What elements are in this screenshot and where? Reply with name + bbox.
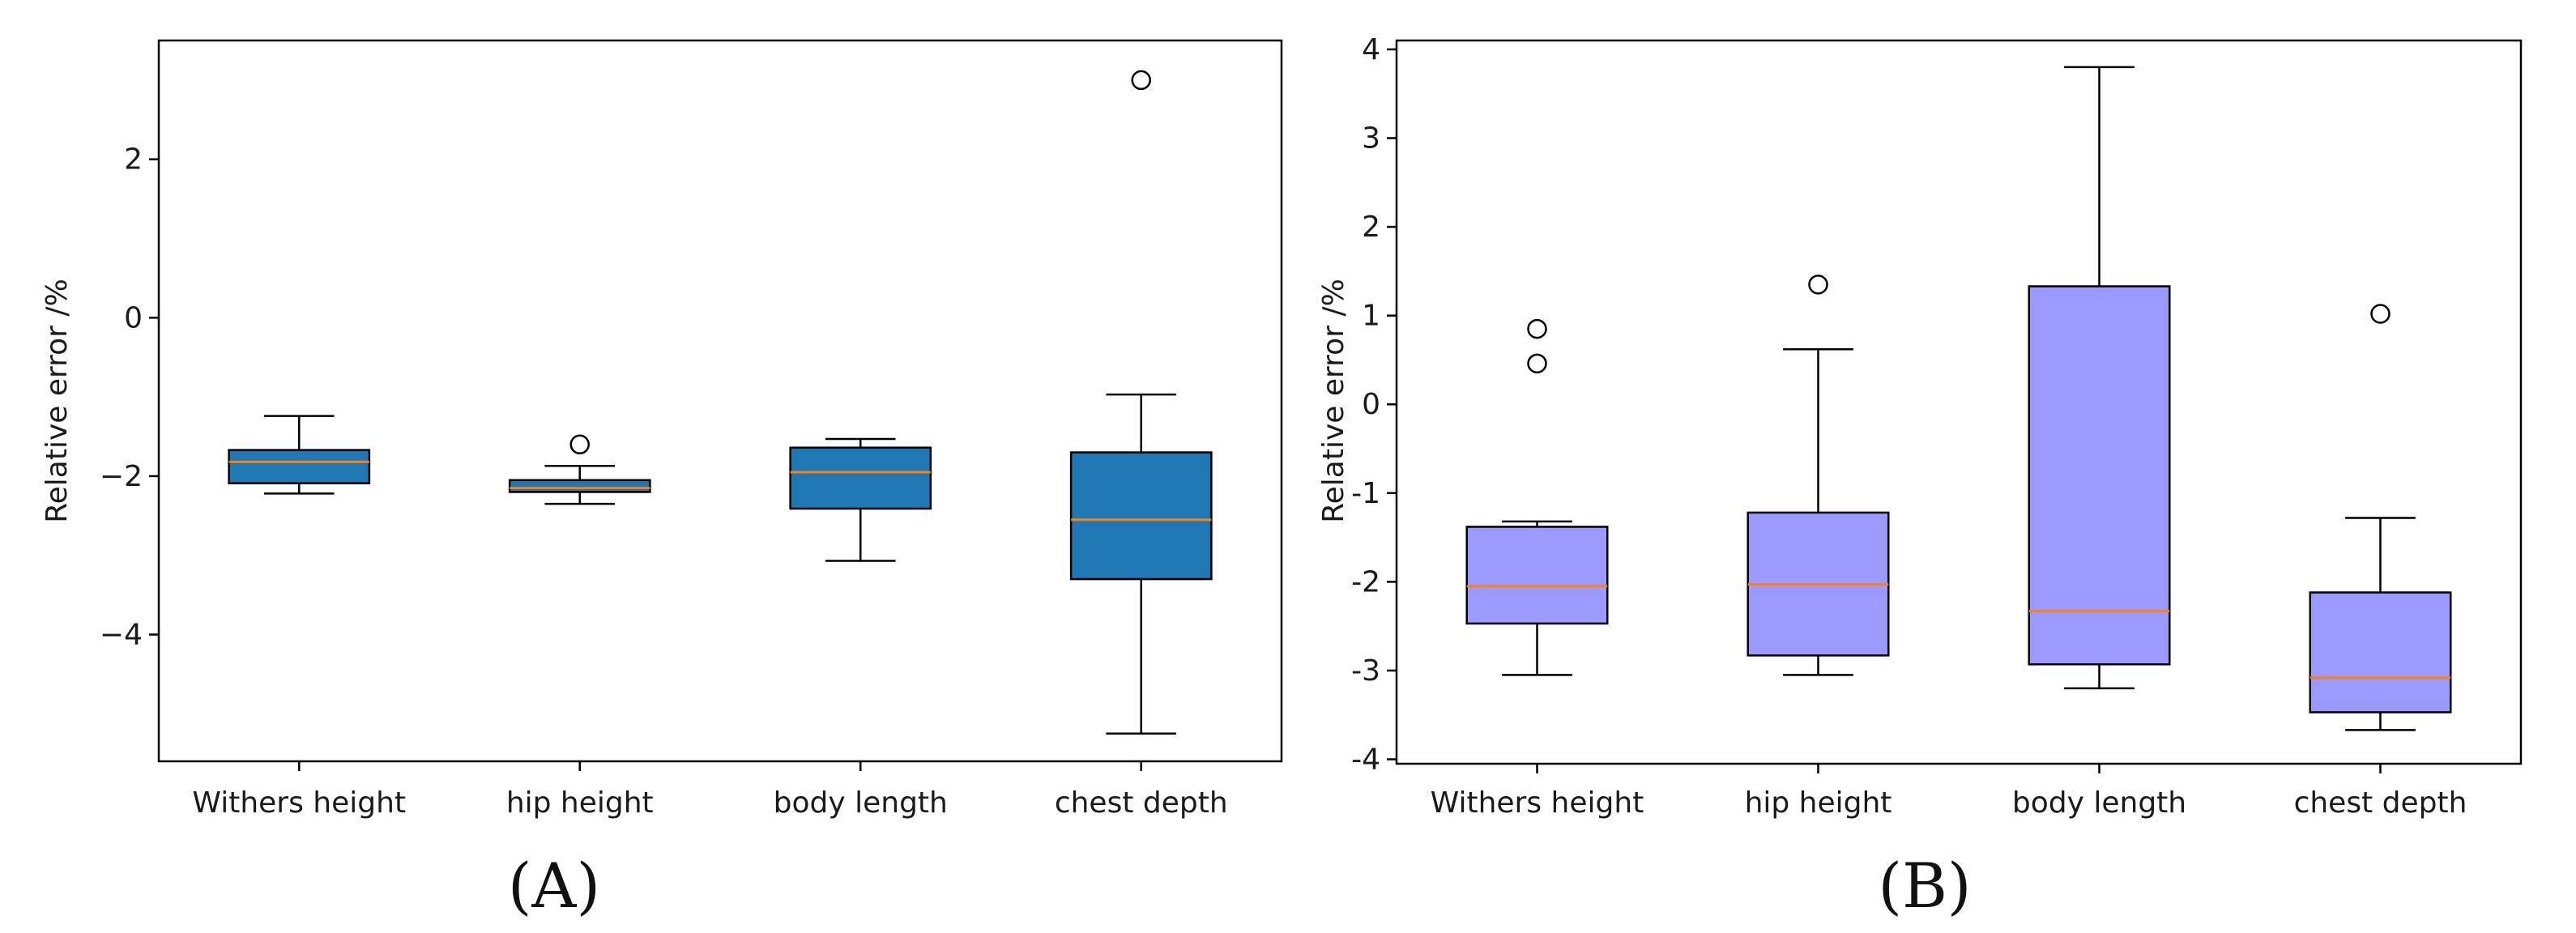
outlier-point bbox=[569, 434, 590, 455]
box bbox=[2028, 285, 2171, 666]
y-tick-label: -2 bbox=[1351, 565, 1380, 599]
outlier-point bbox=[1527, 318, 1547, 339]
outlier-point bbox=[1527, 353, 1547, 374]
box-marks: 4 3 2 1 0 -1 -2 -3 -4 Withers height hip height bod… bbox=[1351, 33, 2467, 820]
outlier-point bbox=[1808, 275, 1828, 295]
y-tick-label: -4 bbox=[1351, 743, 1380, 777]
y-tick-label: 3 bbox=[1362, 122, 1380, 156]
outlier-point bbox=[2370, 304, 2390, 324]
box bbox=[1069, 451, 1213, 581]
y-tick-label: −4 bbox=[100, 619, 143, 652]
y-tick-label: -1 bbox=[1351, 477, 1380, 510]
plot-area-frame bbox=[157, 39, 1283, 763]
panel-label: (A) bbox=[508, 850, 600, 922]
box bbox=[1465, 526, 1609, 625]
plot-area-frame bbox=[1395, 39, 2523, 765]
x-tick-label: Withers height bbox=[192, 786, 406, 820]
x-tick-label: hip height bbox=[506, 786, 654, 820]
x-tick-label: hip height bbox=[1745, 786, 1892, 820]
box bbox=[2309, 591, 2452, 714]
x-tick-label: body length bbox=[774, 786, 948, 820]
box bbox=[789, 446, 932, 510]
panel-a: Relative error /% (A) 2 0 −2 −4 Withers heig… bbox=[41, 39, 1283, 922]
y-tick-label: −2 bbox=[100, 460, 143, 493]
y-tick-label: 2 bbox=[124, 143, 143, 177]
y-tick-label: 2 bbox=[1362, 211, 1380, 244]
x-tick-label: Withers height bbox=[1431, 786, 1644, 820]
box bbox=[508, 479, 651, 493]
y-tick-label: 0 bbox=[124, 301, 143, 334]
y-tick-label: -3 bbox=[1351, 654, 1380, 688]
y-axis-label: Relative error /% bbox=[41, 279, 74, 523]
box bbox=[228, 449, 371, 484]
x-tick-label: chest depth bbox=[1055, 786, 1228, 820]
panel-b: Relative error /% (B) 4 3 2 1 0 -1 -2 -3 -4 Withe… bbox=[1317, 33, 2523, 922]
box-marks: 2 0 −2 −4 Withers height hip height body lengt… bbox=[100, 70, 1228, 820]
y-tick-label: 1 bbox=[1362, 300, 1380, 333]
y-axis-label: Relative error /% bbox=[1317, 279, 1350, 523]
y-tick-label: 4 bbox=[1362, 33, 1380, 66]
x-tick-label: chest depth bbox=[2294, 786, 2467, 820]
y-tick-label: 0 bbox=[1362, 388, 1380, 421]
panel-label: (B) bbox=[1878, 850, 1971, 922]
outlier-point bbox=[1131, 70, 1151, 91]
x-tick-label: body length bbox=[2012, 786, 2186, 820]
